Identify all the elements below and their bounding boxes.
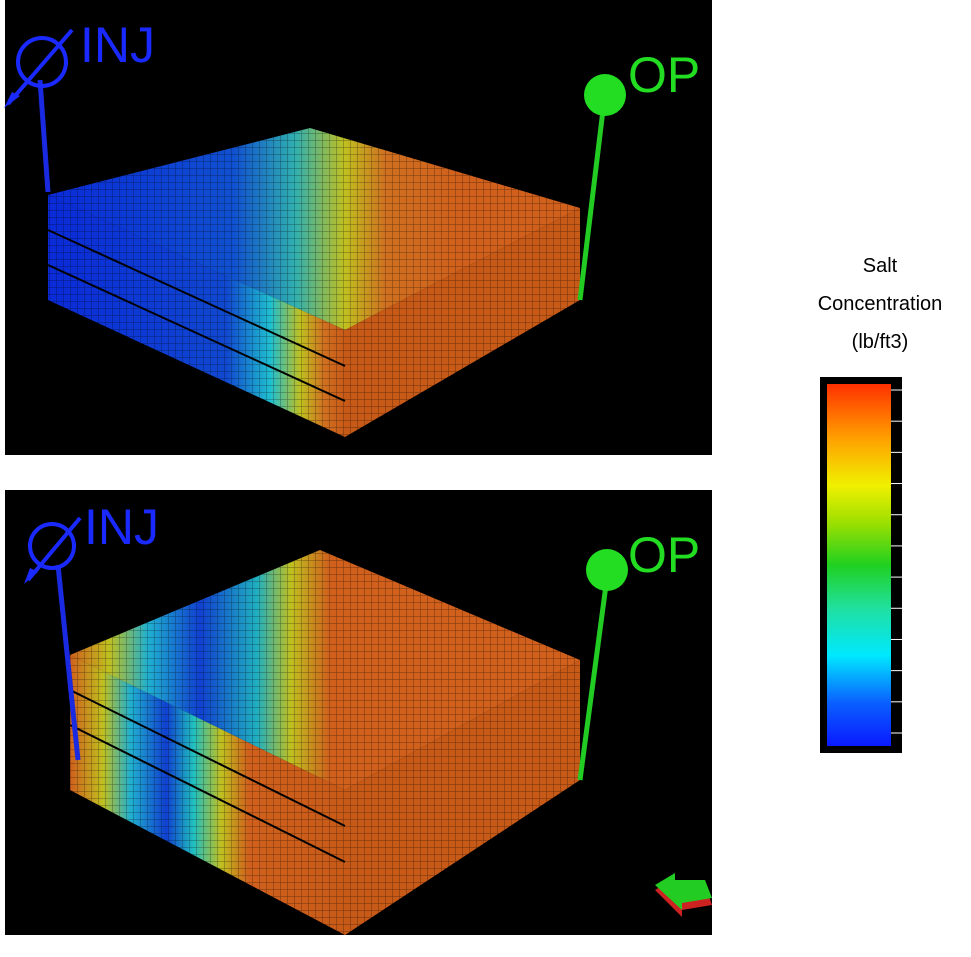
tick-label: 3 xyxy=(907,632,914,646)
colorbar-title-line: Concentration xyxy=(818,293,943,315)
tick-label: 6 xyxy=(907,538,914,552)
producer-label: OP xyxy=(628,527,700,583)
colorbar-title-line: (lb/ft3) xyxy=(852,331,909,353)
tick-label: 4 xyxy=(907,600,914,614)
tick-label: 11 xyxy=(907,382,920,396)
tick-label: 7 xyxy=(907,507,914,521)
tick-label: 2 xyxy=(907,663,914,677)
tick-label: 10 xyxy=(907,413,921,427)
colorbar-title-line: Salt xyxy=(863,255,898,277)
tick-label: 9 xyxy=(907,445,914,459)
tick-label: 5 xyxy=(907,569,914,583)
tick-label: 1 xyxy=(907,694,914,708)
colorbar-title: Salt Concentration (lb/ft3) xyxy=(818,255,943,353)
figure: INJ OP INJ OP SaltConcentration(lb/ft3) … xyxy=(0,0,971,957)
tick-label: 8 xyxy=(907,476,914,490)
producer-label: OP xyxy=(628,47,700,103)
injector-label: INJ xyxy=(80,17,155,73)
injector-label: INJ xyxy=(84,499,159,555)
tick-label: 0 xyxy=(907,725,914,739)
colorbar xyxy=(827,384,891,746)
